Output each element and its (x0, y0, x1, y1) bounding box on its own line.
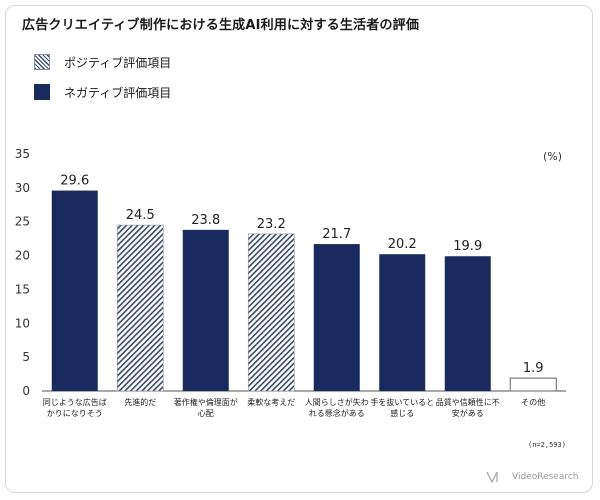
category-label: 柔軟な考えだ (247, 397, 295, 407)
bar-negative (444, 256, 491, 391)
legend-item-negative: ネガティブ評価項目 (34, 83, 171, 101)
bar-negative (379, 254, 426, 391)
legend-item-positive: ポジティブ評価項目 (34, 53, 171, 71)
legend-swatch-positive (34, 54, 50, 70)
category-label: かりになりそう (47, 409, 103, 418)
category-label: 人間らしさが失わ (305, 397, 369, 407)
unit-label: (%) (543, 150, 562, 163)
category-label: その他 (521, 397, 545, 407)
category-label: 感じる (390, 408, 414, 418)
category-label: 品質や信頼性に不 (436, 397, 500, 407)
category-label: 著作権や倫理面が (174, 397, 238, 407)
chart-frame (5, 5, 593, 493)
category-label: 心配 (198, 409, 214, 418)
y-tick-label: 35 (15, 147, 30, 161)
bar-positive (247, 233, 295, 392)
bar-value-label: 23.8 (191, 213, 220, 228)
bar-value-label: 29.6 (60, 174, 89, 189)
category-label: れる懸念がある (309, 408, 365, 418)
sample-size-note: (n=2,593) (528, 441, 566, 449)
y-tick-label: 30 (15, 181, 30, 195)
videoresearch-logo-icon (486, 471, 498, 483)
bar-value-label: 19.9 (453, 239, 482, 254)
brand-name: VideoResearch (512, 472, 579, 482)
y-tick-label: 5 (22, 350, 30, 364)
bar-negative (313, 244, 360, 391)
bar-positive (116, 224, 164, 392)
bar-negative (51, 190, 98, 391)
bar-value-label: 24.5 (126, 208, 155, 223)
legend-label-positive: ポジティブ評価項目 (64, 55, 172, 70)
chart-title: 広告クリエイティブ制作における生成AI利用に対する生活者の評価 (22, 18, 420, 33)
bar-negative (182, 229, 229, 391)
bar-value-label: 23.2 (257, 217, 286, 232)
bar-value-label: 20.2 (388, 237, 417, 252)
legend-swatch-negative (34, 84, 50, 100)
y-tick-label: 20 (15, 249, 30, 263)
category-label: 手を抜いていると (370, 397, 434, 407)
y-tick-label: 10 (15, 316, 30, 330)
brand-logo: VideoResearch (486, 471, 579, 483)
category-label: 安がある (452, 408, 484, 418)
bar-value-label: 21.7 (322, 227, 351, 242)
legend-label-negative: ネガティブ評価項目 (64, 85, 172, 100)
category-label: 先進的だ (124, 397, 156, 407)
category-label: 同じような広告ば (43, 397, 107, 407)
bar-other (509, 377, 557, 392)
y-tick-label: 15 (15, 282, 30, 296)
bar-value-label: 1.9 (523, 361, 544, 376)
y-tick-label: 0 (22, 384, 30, 398)
y-tick-label: 25 (15, 215, 30, 229)
